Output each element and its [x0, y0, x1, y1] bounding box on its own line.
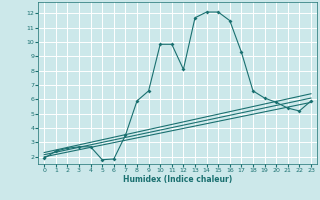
X-axis label: Humidex (Indice chaleur): Humidex (Indice chaleur) [123, 175, 232, 184]
